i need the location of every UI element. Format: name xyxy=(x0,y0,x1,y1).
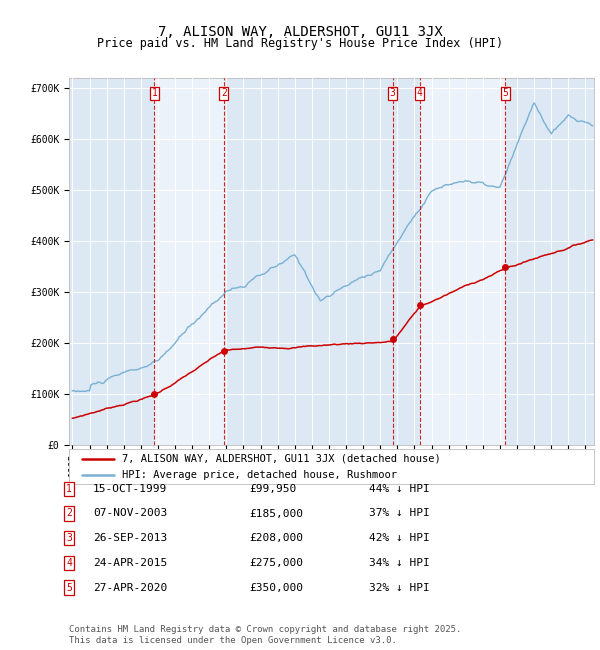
Text: 32% ↓ HPI: 32% ↓ HPI xyxy=(369,582,430,593)
Text: 37% ↓ HPI: 37% ↓ HPI xyxy=(369,508,430,519)
Text: 07-NOV-2003: 07-NOV-2003 xyxy=(93,508,167,519)
Text: 2: 2 xyxy=(221,88,227,98)
Text: 24-APR-2015: 24-APR-2015 xyxy=(93,558,167,568)
Text: 1: 1 xyxy=(151,88,157,98)
Text: 2: 2 xyxy=(66,508,72,519)
Text: 34% ↓ HPI: 34% ↓ HPI xyxy=(369,558,430,568)
Text: 1: 1 xyxy=(66,484,72,494)
Text: 27-APR-2020: 27-APR-2020 xyxy=(93,582,167,593)
Bar xyxy=(154,78,224,445)
Text: £99,950: £99,950 xyxy=(249,484,296,494)
Text: £275,000: £275,000 xyxy=(249,558,303,568)
Text: £185,000: £185,000 xyxy=(249,508,303,519)
Text: 7, ALISON WAY, ALDERSHOT, GU11 3JX: 7, ALISON WAY, ALDERSHOT, GU11 3JX xyxy=(158,25,442,39)
Text: £208,000: £208,000 xyxy=(249,533,303,543)
Text: Contains HM Land Registry data © Crown copyright and database right 2025.
This d: Contains HM Land Registry data © Crown c… xyxy=(69,625,461,645)
Text: HPI: Average price, detached house, Rushmoor: HPI: Average price, detached house, Rush… xyxy=(121,471,397,480)
Text: 4: 4 xyxy=(417,88,422,98)
Bar xyxy=(420,78,505,445)
Text: 4: 4 xyxy=(66,558,72,568)
Text: 3: 3 xyxy=(66,533,72,543)
Text: 3: 3 xyxy=(390,88,395,98)
Text: 15-OCT-1999: 15-OCT-1999 xyxy=(93,484,167,494)
Text: 44% ↓ HPI: 44% ↓ HPI xyxy=(369,484,430,494)
Text: 7, ALISON WAY, ALDERSHOT, GU11 3JX (detached house): 7, ALISON WAY, ALDERSHOT, GU11 3JX (deta… xyxy=(121,454,440,463)
Text: 26-SEP-2013: 26-SEP-2013 xyxy=(93,533,167,543)
Text: Price paid vs. HM Land Registry's House Price Index (HPI): Price paid vs. HM Land Registry's House … xyxy=(97,37,503,50)
Text: 42% ↓ HPI: 42% ↓ HPI xyxy=(369,533,430,543)
Text: 5: 5 xyxy=(502,88,508,98)
Text: £350,000: £350,000 xyxy=(249,582,303,593)
Text: 5: 5 xyxy=(66,582,72,593)
